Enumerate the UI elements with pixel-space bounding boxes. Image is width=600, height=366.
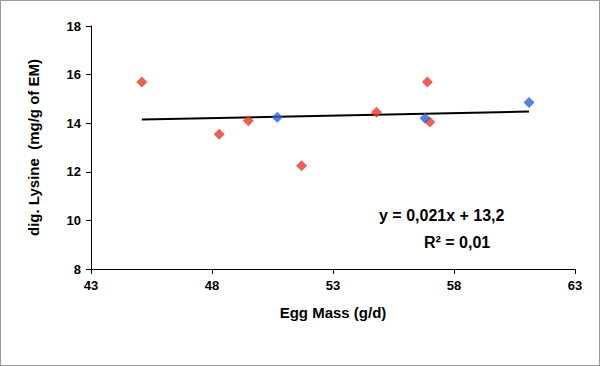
svg-text:58: 58 xyxy=(447,278,461,293)
svg-text:18: 18 xyxy=(67,19,81,34)
svg-text:16: 16 xyxy=(67,67,81,82)
svg-text:8: 8 xyxy=(74,262,81,277)
svg-text:dig. Lysine (mg/g of EM): dig. Lysine (mg/g of EM) xyxy=(25,59,42,236)
svg-text:Egg Mass (g/d): Egg Mass (g/d) xyxy=(280,304,387,321)
svg-text:63: 63 xyxy=(568,278,582,293)
svg-text:48: 48 xyxy=(205,278,219,293)
svg-text:43: 43 xyxy=(84,278,98,293)
svg-text:12: 12 xyxy=(67,164,81,179)
svg-text:R² = 0,01: R² = 0,01 xyxy=(424,234,490,251)
svg-text:14: 14 xyxy=(67,116,82,131)
svg-text:10: 10 xyxy=(67,213,81,228)
svg-text:53: 53 xyxy=(326,278,340,293)
svg-text:y = 0,021x + 13,2: y = 0,021x + 13,2 xyxy=(379,207,505,224)
